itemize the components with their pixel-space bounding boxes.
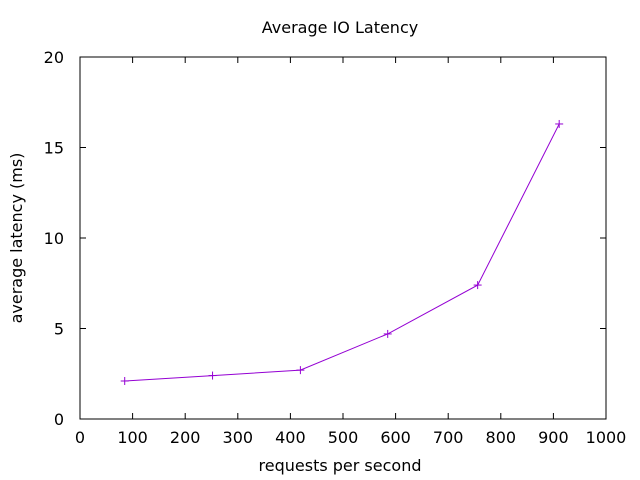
data-point — [555, 119, 564, 128]
y-tick-label: 20 — [44, 48, 64, 67]
axis-ticks: 0 100 200 300 400 500 600 700 800 900 1000 0 5 10 15 20 — [44, 48, 627, 447]
y-axis-label: average latency (ms) — [7, 153, 26, 324]
x-tick-label: 800 — [486, 428, 517, 447]
x-tick-label: 900 — [538, 428, 569, 447]
x-tick-label: 300 — [223, 428, 254, 447]
y-tick-label: 15 — [44, 139, 64, 158]
data-point — [120, 376, 129, 385]
data-point — [296, 366, 305, 375]
data-point — [383, 329, 392, 338]
y-tick-label: 0 — [54, 410, 64, 429]
x-tick-label: 700 — [433, 428, 464, 447]
data-point — [473, 281, 482, 290]
x-tick-label: 500 — [328, 428, 359, 447]
data-point — [208, 371, 217, 380]
series-layer — [120, 119, 564, 385]
series-line — [124, 123, 560, 382]
x-tick-label: 0 — [75, 428, 85, 447]
chart-title: Average IO Latency — [262, 18, 418, 37]
x-tick-label: 100 — [117, 428, 148, 447]
plot-frame — [79, 56, 607, 420]
x-tick-label: 1000 — [586, 428, 627, 447]
x-tick-label: 600 — [380, 428, 411, 447]
y-tick-label: 10 — [44, 229, 64, 248]
y-tick-label: 5 — [54, 320, 64, 339]
x-tick-label: 400 — [275, 428, 306, 447]
x-axis-label: requests per second — [259, 456, 422, 475]
x-tick-label: 200 — [170, 428, 201, 447]
